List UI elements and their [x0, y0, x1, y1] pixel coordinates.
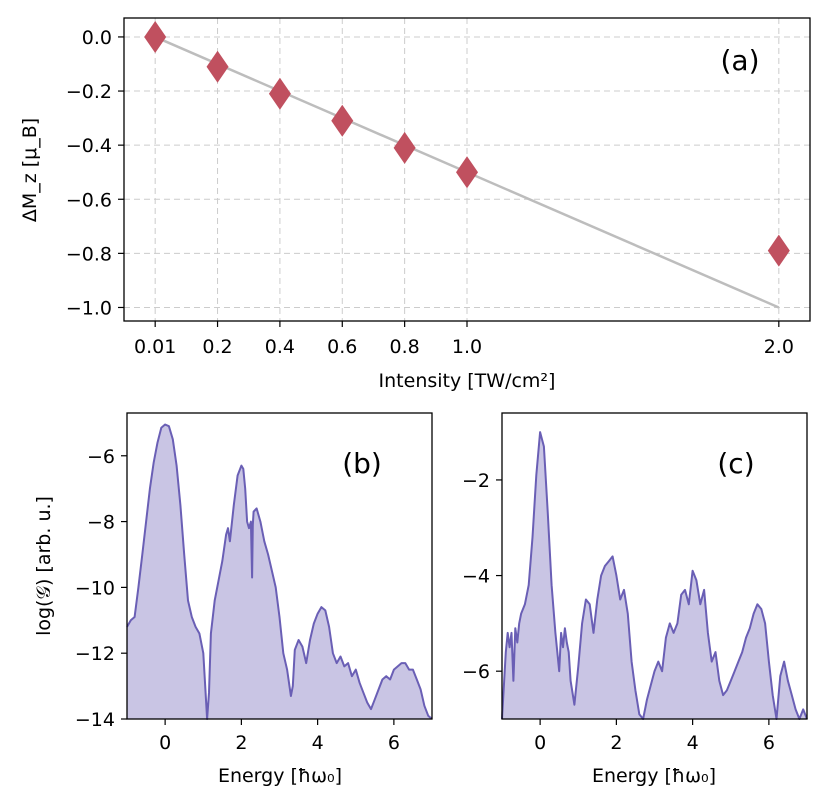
- panel-c-x-ticks: 0 2 4 6: [534, 719, 775, 754]
- y-tick-label: −0.6: [66, 189, 112, 211]
- y-tick-label: −0.4: [66, 135, 112, 157]
- panel-a-y-label: ΔM_z [μ_B]: [19, 118, 41, 222]
- data-point-diamond: [331, 104, 354, 137]
- panel-a-y-ticks: 0.0 −0.2 −0.4 −0.6 −0.8 −1.0: [66, 27, 124, 319]
- panel-b: 0 2 4 6 −6 −8 −10 −12 −14 (b) Energy [ħω₀] log(…: [33, 412, 433, 787]
- panel-b-spectrum-line: [126, 423, 433, 720]
- panel-c-spectrum-area: [502, 432, 807, 719]
- x-tick-label: 6: [388, 732, 400, 754]
- x-tick-label: 0.01: [134, 336, 176, 358]
- x-tick-label: 0.6: [327, 336, 357, 358]
- x-tick-label: 2.0: [764, 336, 794, 358]
- panel-a-data-points: [144, 20, 790, 267]
- x-tick-label: 0: [534, 732, 546, 754]
- y-tick-label: −1.0: [66, 297, 112, 319]
- panel-c: 0 2 4 6 −2 −4 −6 (c) Energy [ħω₀]: [462, 412, 808, 787]
- x-tick-label: 0.4: [265, 336, 295, 358]
- y-tick-label: −0.2: [66, 81, 112, 103]
- data-point-diamond: [268, 77, 291, 110]
- y-tick-label: −14: [75, 709, 115, 731]
- panel-c-tag: (c): [717, 447, 754, 480]
- y-tick-label: −12: [75, 643, 115, 665]
- x-tick-label: 4: [687, 732, 699, 754]
- data-point-diamond: [144, 20, 167, 53]
- panel-b-x-label: Energy [ħω₀]: [218, 765, 342, 787]
- x-tick-label: 0: [159, 732, 171, 754]
- panel-c-x-label: Energy [ħω₀]: [592, 765, 716, 787]
- panel-c-frame: [501, 412, 808, 720]
- panel-a-tag: (a): [720, 44, 759, 77]
- panel-b-spectrum-area: [127, 424, 432, 719]
- panel-b-x-ticks: 0 2 4 6: [159, 719, 400, 754]
- x-tick-label: 6: [763, 732, 775, 754]
- data-point-diamond: [456, 156, 478, 189]
- data-point-diamond: [393, 131, 416, 164]
- y-tick-label: 0.0: [82, 27, 112, 49]
- x-tick-label: 2: [610, 732, 622, 754]
- y-tick-label: −6: [87, 446, 115, 468]
- panel-b-y-ticks: −6 −8 −10 −12 −14: [75, 446, 127, 731]
- panel-b-tag: (b): [342, 447, 382, 480]
- panel-a: 0.01 0.2 0.4 0.6 0.8 1.0 2.0 0.0 −0.2 −0.4 −0.6 −0…: [19, 17, 811, 392]
- y-tick-label: −10: [75, 577, 115, 599]
- panel-b-y-label: log(𝒢) [arb. u.]: [33, 496, 55, 636]
- y-tick-label: −6: [462, 661, 490, 683]
- x-tick-label: 4: [312, 732, 324, 754]
- y-tick-label: −2: [462, 470, 490, 492]
- x-tick-label: 2: [235, 732, 247, 754]
- x-tick-label: 0.8: [390, 336, 420, 358]
- panel-c-spectrum-line: [501, 431, 808, 720]
- data-point-diamond: [767, 234, 790, 267]
- y-tick-label: −0.8: [66, 243, 112, 265]
- panel-b-frame: [126, 412, 433, 720]
- panel-a-x-ticks: 0.01 0.2 0.4 0.6 0.8 1.0 2.0: [134, 321, 794, 358]
- data-point-diamond: [206, 50, 229, 83]
- x-tick-label: 0.2: [202, 336, 232, 358]
- x-tick-label: 1.0: [452, 336, 482, 358]
- y-tick-label: −8: [87, 512, 115, 534]
- panel-c-y-ticks: −2 −4 −6: [462, 470, 502, 683]
- panel-a-x-label: Intensity [TW/cm²]: [379, 370, 556, 392]
- y-tick-label: −4: [462, 566, 490, 588]
